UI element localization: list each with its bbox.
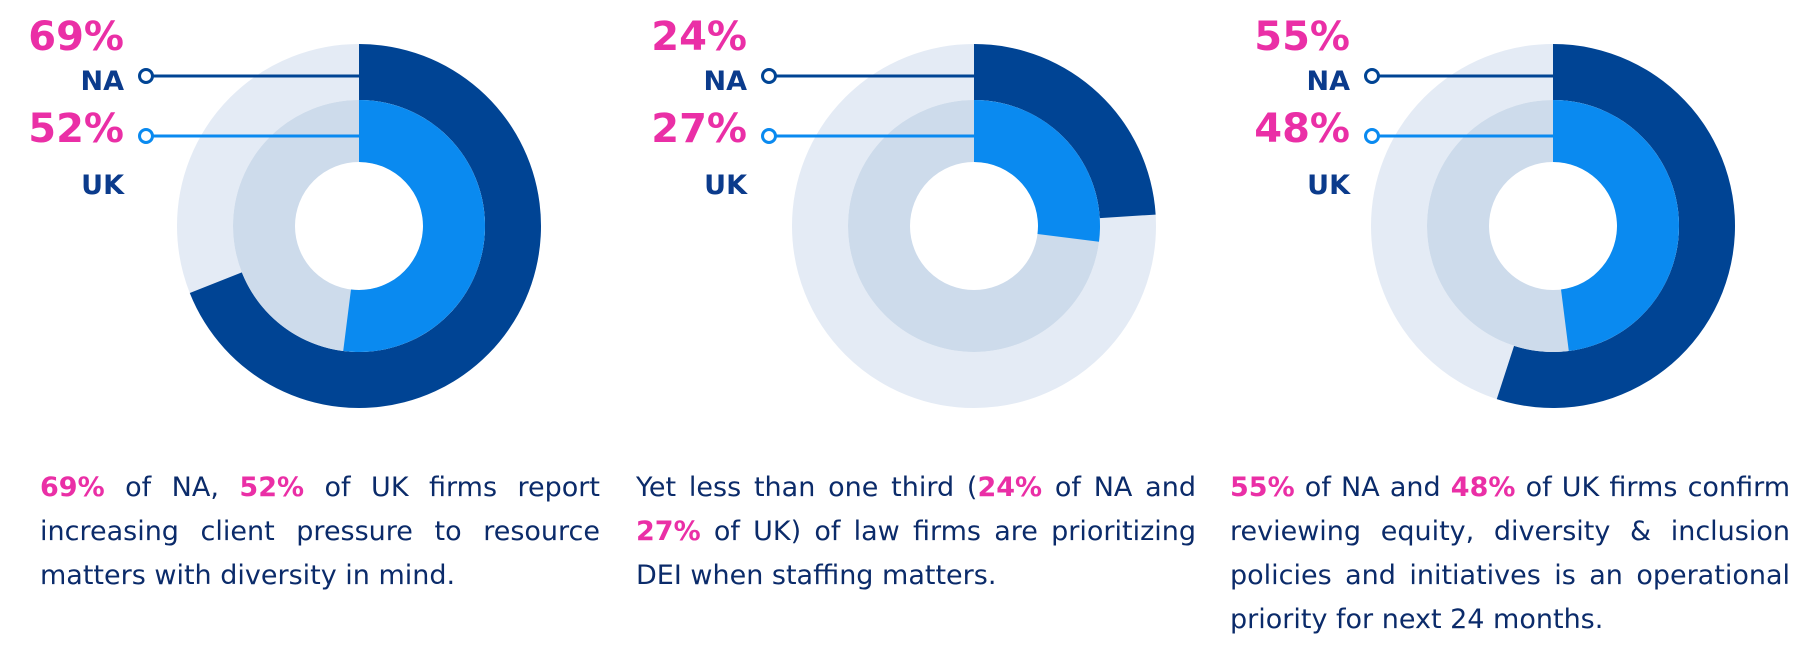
caption-highlight: 27%: [636, 516, 701, 547]
uk-leader-dot: [138, 128, 154, 144]
na-ring-segment: [1496, 44, 1735, 408]
na-percentage-label: 69%: [28, 14, 124, 60]
caption-highlight: 24%: [977, 472, 1043, 503]
uk-ring-segment: [1553, 100, 1680, 352]
chart-panel-2: 24% NA 27% UK Yet less than one third (24% …: [602, 0, 1204, 656]
uk-percentage-label: 48%: [1254, 106, 1350, 152]
uk-leader-dot: [1364, 128, 1380, 144]
na-leader-dot: [138, 68, 154, 84]
caption-highlight: 69%: [40, 472, 105, 503]
na-ring-segment: [974, 44, 1156, 219]
uk-percentage-label: 27%: [651, 106, 747, 152]
caption-text: of NA and: [1042, 472, 1196, 503]
chart-panel-1: 69% NA 52% UK 69% of NA, 52% of UK firms re…: [0, 0, 602, 656]
caption-text: of UK) of law firms are prioritizing DEI…: [636, 516, 1196, 591]
caption-text: of UK firms report increasing client pre…: [40, 472, 600, 591]
uk-region-label: UK: [1307, 170, 1351, 201]
caption-highlight: 48%: [1450, 472, 1516, 503]
caption-text: of NA,: [104, 472, 240, 503]
uk-ring-segment: [343, 100, 485, 352]
na-percentage-label: 55%: [1254, 14, 1350, 60]
na-percentage-label: 24%: [651, 14, 747, 60]
caption-highlight: 55%: [1230, 472, 1295, 503]
uk-region-label: UK: [704, 170, 748, 201]
na-leader-dot: [1364, 68, 1380, 84]
caption-3: 55% of NA and 48% of UK firms confirm re…: [1230, 466, 1790, 642]
caption-text: Yet less than one third (: [636, 472, 978, 503]
na-region-label: NA: [1307, 66, 1351, 97]
na-region-label: NA: [81, 66, 125, 97]
caption-1: 69% of NA, 52% of UK firms report increa…: [40, 466, 600, 598]
caption-text: of UK firms confirm reviewing equity, di…: [1230, 472, 1790, 635]
na-region-label: NA: [704, 66, 748, 97]
caption-2: Yet less than one third (24% of NA and 2…: [636, 466, 1196, 598]
donut-chart-2: 24% NA 27% UK: [651, 14, 1156, 408]
chart-panel-3: 55% NA 48% UK 55% of NA and 48% of UK firms…: [1204, 0, 1806, 656]
uk-percentage-label: 52%: [28, 106, 124, 152]
na-leader-dot: [761, 68, 777, 84]
caption-highlight: 52%: [239, 472, 305, 503]
uk-ring-segment: [974, 100, 1100, 242]
donut-chart-3: 55% NA 48% UK: [1254, 14, 1735, 408]
uk-leader-dot: [761, 128, 777, 144]
caption-text: of NA and: [1294, 472, 1451, 503]
uk-region-label: UK: [81, 170, 125, 201]
na-ring-segment: [189, 44, 541, 408]
donut-chart-1: 69% NA 52% UK: [28, 14, 541, 408]
